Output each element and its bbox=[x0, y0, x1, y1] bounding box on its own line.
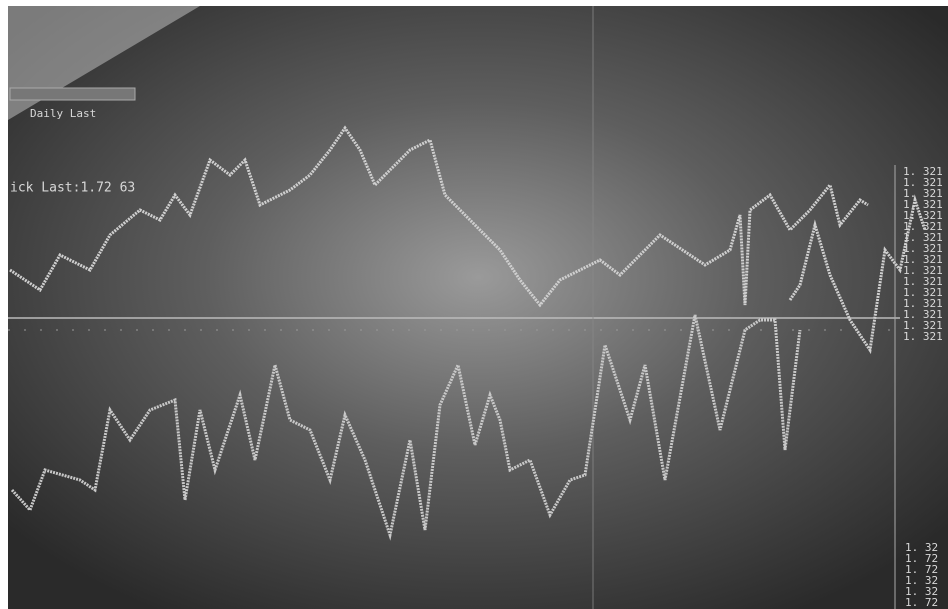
scale-label: 1. 321 bbox=[903, 209, 943, 222]
scale-label: 1. 321 bbox=[903, 198, 943, 211]
scale-label: 1. 321 bbox=[903, 187, 943, 200]
scale-label: 1. 321 bbox=[903, 330, 943, 343]
scale-label: 1. 32 bbox=[905, 541, 938, 554]
scale-label: 1. 321 bbox=[903, 176, 943, 189]
scale-label: 1. 72 bbox=[905, 552, 938, 565]
scale-label: 1. 321 bbox=[903, 275, 943, 288]
input-box bbox=[9, 87, 136, 101]
scale-label: 1. 321 bbox=[903, 319, 943, 332]
scale-label: 1. 321 bbox=[903, 165, 943, 178]
scale-label: 1. 321 bbox=[903, 242, 943, 255]
scale-label: 1. 72 bbox=[905, 596, 938, 609]
upper-line-right bbox=[788, 194, 927, 355]
scale-label: 1. 321 bbox=[903, 220, 943, 233]
upper-line bbox=[9, 125, 869, 308]
scale-label: 1. 321 bbox=[903, 286, 943, 299]
input-label: Daily Last bbox=[30, 107, 96, 120]
scale-label: 1. 32 bbox=[905, 585, 938, 598]
bottom-scale: 1. 321. 721. 721. 321. 321. 72 bbox=[905, 541, 938, 609]
scale-label: 1. 321 bbox=[903, 264, 943, 277]
screen bbox=[8, 6, 948, 609]
tick-label: ick Last:1.72 63 bbox=[10, 181, 135, 196]
lower-line bbox=[10, 314, 802, 541]
scale-label: 1. 32 bbox=[905, 574, 938, 587]
scale-label: 1. 321 bbox=[903, 253, 943, 266]
scale-label: 1. 321 bbox=[903, 231, 943, 244]
scale-label: 1. 72 bbox=[905, 563, 938, 576]
scale-label: 1. 321 bbox=[903, 308, 943, 321]
scale-label: 1. 321 bbox=[903, 297, 943, 310]
